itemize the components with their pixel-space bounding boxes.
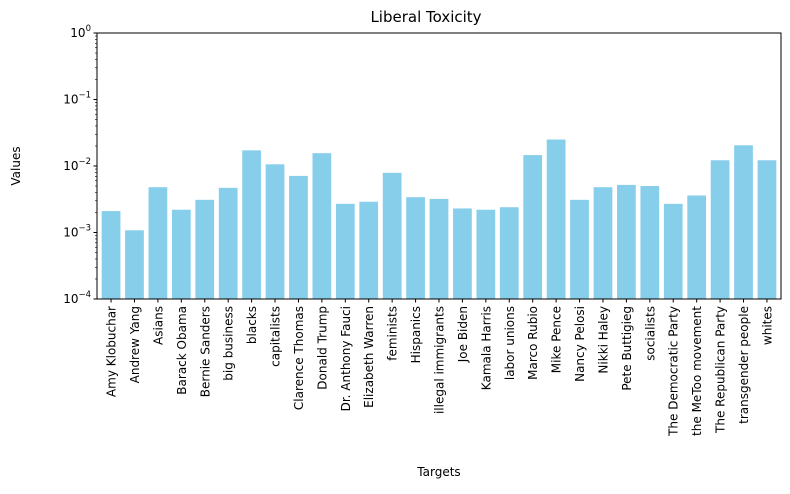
x-tick-label: Pete Buttigieg [620,306,634,391]
bar [499,207,519,299]
x-tick-label: labor unions [503,306,517,380]
x-tick-label: Barack Obama [175,306,189,395]
bar [312,153,332,299]
x-tick-label: Hispanics [409,306,423,363]
bar [640,186,660,299]
bar [218,187,238,299]
bar [335,203,355,299]
x-tick-label: Nancy Pelosi [573,306,587,382]
x-tick-label: feminists [386,306,400,361]
bar [171,209,191,299]
x-tick-label: The Republican Party [714,306,728,434]
bar [406,197,425,299]
y-tick-label: 10−4 [63,290,91,306]
y-axis: 10−4 10−3 10−2 10−1 100 [63,24,97,306]
x-tick-label: big business [222,306,236,381]
bar [242,150,261,299]
bars-layer [101,139,777,299]
bar [734,145,753,299]
bar [265,164,285,299]
bar [593,187,613,299]
x-axis: Amy Klobuchar Andrew Yang Asians Barack Oba… [105,299,774,437]
bar [523,155,543,299]
x-tick-label: Nikki Haley [596,306,610,374]
y-tick-label: 100 [70,24,91,40]
x-tick-label: Donald Trump [315,306,329,390]
x-tick-label: Andrew Yang [128,306,142,383]
chart-title: Liberal Toxicity [370,8,481,26]
x-tick-label: capitalists [269,306,283,367]
bar [359,201,379,299]
bar [429,198,449,299]
x-tick-label: whites [760,306,774,345]
x-tick-label: Joe Biden [456,306,470,363]
bar [148,187,168,299]
bar [476,209,496,299]
x-tick-label: Kamala Harris [479,306,493,390]
bar [546,139,566,299]
bar [382,172,402,299]
y-tick-label: 10−1 [63,91,91,107]
bar [617,184,636,299]
x-tick-label: transgender people [737,306,751,424]
x-tick-label: Marco Rubio [526,306,540,380]
bar [570,199,589,299]
x-axis-label: Targets [416,465,460,479]
x-tick-label: blacks [245,306,259,344]
x-tick-label: Asians [151,306,165,345]
x-tick-label: illegal immigrants [433,306,447,414]
y-axis-label: Values [9,146,23,185]
x-tick-label: Mike Pence [550,306,564,373]
bar [710,160,730,299]
bar [101,211,121,299]
bar [663,203,683,299]
x-tick-label: the MeToo movement [690,306,704,436]
x-tick-label: Clarence Thomas [292,306,306,410]
bar [125,230,144,299]
bar [453,208,472,299]
x-tick-label: Elizabeth Warren [362,306,376,408]
y-tick-label: 10−2 [63,157,91,173]
bar [195,199,215,299]
x-tick-label: socialists [643,306,657,361]
x-tick-label: Dr. Anthony Fauci [339,306,353,411]
bar [687,195,707,299]
bar [757,160,777,299]
y-tick-label: 10−3 [63,224,91,240]
x-tick-label: Bernie Sanders [198,306,212,397]
x-tick-label: The Democratic Party [667,306,681,437]
bar [289,175,308,299]
x-tick-label: Amy Klobuchar [105,306,119,397]
